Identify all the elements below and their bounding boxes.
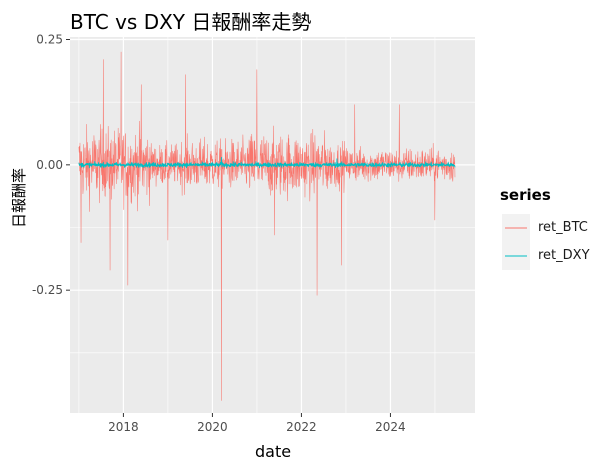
y-tick-label: 0.25: [36, 33, 63, 47]
series-ret-btc: [78, 51, 456, 401]
x-tick-label: 2018: [108, 420, 139, 434]
y-tick-label: 0.00: [36, 158, 63, 172]
y-axis: 0.25 0.00 -0.25: [32, 33, 70, 297]
legend-label-ret-dxy: ret_DXY: [538, 248, 590, 263]
y-axis-label: 日報酬率: [10, 167, 28, 228]
x-axis: 2018 2020 2022 2024: [108, 413, 406, 434]
legend-keys: [502, 214, 530, 270]
x-axis-label: date: [255, 442, 292, 461]
legend-title: series: [500, 186, 551, 204]
series-line-ret-btc: [78, 51, 456, 401]
series-line-ret-dxy: [78, 156, 456, 169]
x-tick-label: 2022: [286, 420, 317, 434]
y-tick-label: -0.25: [32, 283, 63, 297]
series-ret-dxy: [78, 156, 456, 169]
legend-label-ret-btc: ret_BTC: [538, 220, 588, 235]
x-tick-label: 2020: [197, 420, 228, 434]
plot-panel: [70, 37, 475, 413]
x-tick-label: 2024: [375, 420, 406, 434]
chart-title: BTC vs DXY 日報酬率走勢: [70, 10, 312, 34]
